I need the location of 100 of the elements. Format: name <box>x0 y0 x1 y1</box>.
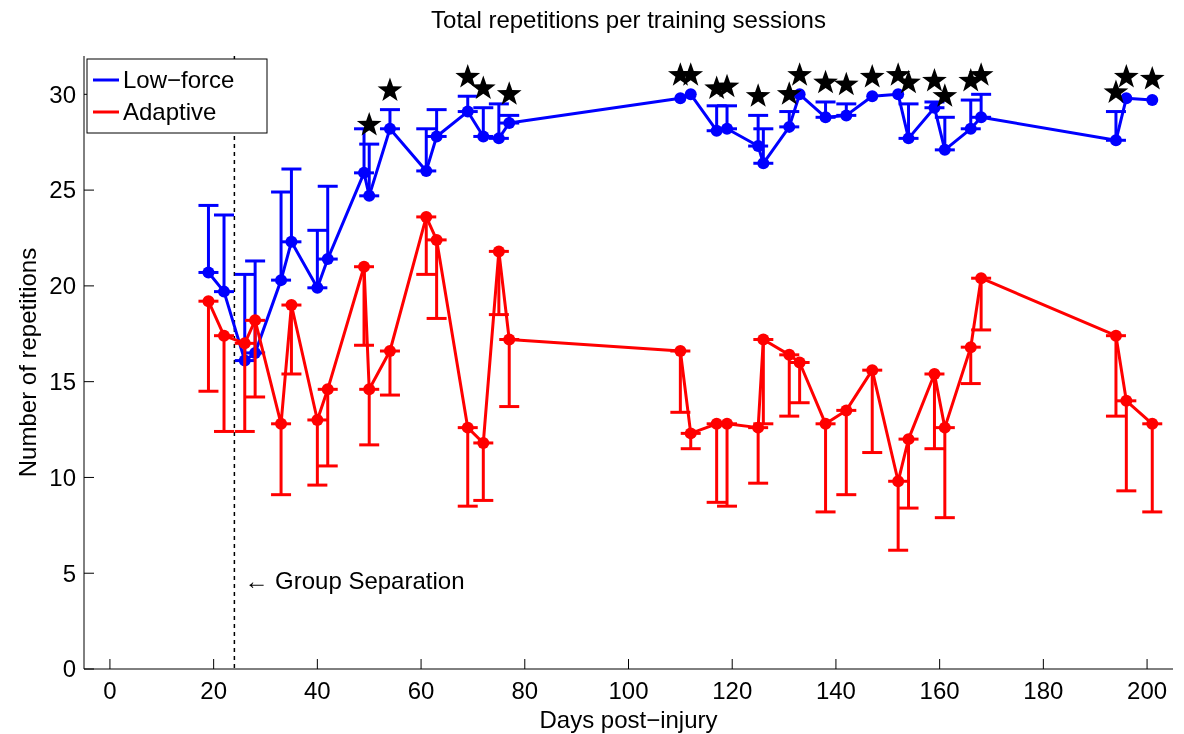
point <box>776 81 802 105</box>
point <box>218 329 231 342</box>
point <box>757 333 770 346</box>
point <box>321 253 334 266</box>
point <box>1109 329 1122 342</box>
point <box>492 245 505 258</box>
point <box>840 109 853 122</box>
point <box>503 333 516 346</box>
point <box>356 111 382 136</box>
point <box>833 71 859 96</box>
point <box>249 314 262 327</box>
point <box>938 143 951 156</box>
point <box>757 157 770 170</box>
point <box>813 69 838 94</box>
point <box>975 111 988 124</box>
point <box>783 348 796 361</box>
x-tick-label: 100 <box>608 677 649 704</box>
point <box>358 260 371 273</box>
point <box>275 417 288 430</box>
y-tick-label: 20 <box>49 272 76 300</box>
point <box>492 132 505 145</box>
point <box>932 83 958 107</box>
point <box>383 345 396 358</box>
point <box>892 475 905 488</box>
x-tick-label: 140 <box>815 677 856 704</box>
point <box>470 75 496 100</box>
point <box>896 69 921 94</box>
point <box>311 281 324 294</box>
point <box>928 367 941 380</box>
point <box>783 120 796 133</box>
point <box>461 421 474 434</box>
point <box>819 111 832 124</box>
point <box>455 64 481 88</box>
x-tick-label: 160 <box>919 677 960 704</box>
point <box>430 233 443 246</box>
point <box>840 404 853 417</box>
point <box>383 122 396 135</box>
point <box>902 433 915 446</box>
point <box>1109 134 1122 147</box>
point <box>1146 417 1159 430</box>
point <box>859 64 885 88</box>
y-tick-label: 25 <box>49 176 76 204</box>
y-tick-label: 30 <box>49 80 76 108</box>
y-axis-title: Number of repetitions <box>14 247 41 478</box>
point <box>1146 94 1159 107</box>
point <box>866 90 879 103</box>
point <box>1120 394 1133 407</box>
point <box>752 421 765 434</box>
y-tick-label: 0 <box>62 655 76 683</box>
point <box>710 417 723 430</box>
point <box>964 122 977 135</box>
point <box>321 383 334 396</box>
point <box>202 295 215 308</box>
point <box>745 83 771 107</box>
point <box>1139 65 1165 90</box>
x-tick-label: 120 <box>712 677 753 704</box>
point <box>285 235 298 248</box>
point <box>218 285 231 298</box>
point <box>721 122 734 135</box>
point <box>202 266 215 279</box>
point <box>275 274 288 287</box>
point <box>964 341 977 354</box>
x-tick-label: 80 <box>511 677 539 704</box>
x-tick-label: 0 <box>103 677 117 704</box>
y-tick-label: 5 <box>62 559 76 587</box>
x-tick-label: 20 <box>200 677 227 704</box>
point <box>684 427 697 440</box>
chart-title: Total repetitions per training sessions <box>431 6 826 33</box>
point <box>892 88 905 101</box>
point <box>710 124 723 137</box>
y-tick-label: 15 <box>49 368 76 396</box>
point <box>938 421 951 434</box>
point <box>285 299 298 312</box>
point <box>430 130 443 143</box>
point <box>496 81 522 105</box>
point <box>477 130 490 143</box>
point <box>684 88 697 101</box>
point <box>311 413 324 426</box>
point <box>674 345 687 358</box>
point <box>819 417 832 430</box>
point <box>674 92 687 105</box>
point <box>1113 64 1139 88</box>
point <box>1103 79 1129 103</box>
point <box>420 210 433 223</box>
point <box>793 356 806 369</box>
point <box>975 272 988 285</box>
y-tick-label: 10 <box>49 463 76 491</box>
x-tick-label: 60 <box>407 677 435 704</box>
x-tick-label: 200 <box>1127 677 1168 704</box>
point <box>721 417 734 430</box>
point <box>902 132 915 145</box>
x-tick-label: 40 <box>304 677 331 704</box>
point <box>477 436 490 449</box>
ref-line-label: ← Group Separation <box>244 566 465 594</box>
legend-label: Low−force <box>123 66 235 94</box>
point <box>866 364 879 377</box>
legend-label: Adaptive <box>123 98 217 126</box>
point <box>363 383 376 396</box>
x-tick-label: 180 <box>1023 677 1064 704</box>
point <box>420 164 433 177</box>
